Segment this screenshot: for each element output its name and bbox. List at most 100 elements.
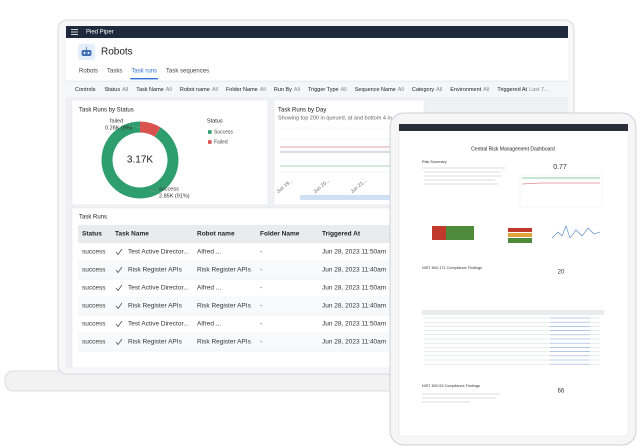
cell: Risk Register APIs — [197, 303, 252, 310]
filter-name[interactable]: Task Name — [136, 87, 164, 93]
filter-name[interactable]: Triggered At — [497, 87, 527, 93]
mini-table-header — [422, 310, 604, 315]
cell: - — [260, 267, 262, 274]
menu-icon[interactable] — [71, 29, 78, 35]
cell: success — [82, 303, 106, 310]
tab[interactable]: Task sequences — [166, 69, 209, 75]
filter-value[interactable]: All — [122, 87, 128, 93]
mini-table — [422, 310, 604, 365]
section-title: Risk Summary — [422, 160, 447, 164]
check-icon — [115, 284, 123, 292]
cell: - — [260, 249, 262, 256]
controls: Controls Status All Task Name All Robot name A… — [75, 87, 549, 93]
cell: Test Active Director... — [128, 285, 189, 292]
cell: Risk Register APIs — [197, 267, 252, 274]
callout-name: success — [159, 186, 179, 192]
callout-line — [129, 125, 142, 129]
filter-value[interactable]: All — [341, 87, 347, 93]
cell: - — [260, 285, 262, 292]
donut-slice — [139, 121, 161, 137]
mini-trend — [551, 225, 601, 239]
legend-label[interactable]: Success — [214, 129, 233, 135]
tablet-bar — [399, 124, 628, 131]
filter-name[interactable]: Run By — [274, 87, 292, 93]
app-name: Pied Piper — [86, 30, 114, 36]
callout-label: 0.28K (9%) — [105, 125, 133, 131]
legend-title: Status — [207, 118, 223, 124]
cell: Jun 28, 2023 11:50am — [322, 249, 386, 256]
check-icon — [115, 266, 123, 274]
check-icon — [115, 320, 123, 328]
cell: Alfred ... — [197, 285, 221, 292]
filter-value[interactable]: All — [398, 87, 404, 93]
check-icon — [115, 338, 123, 346]
tab-underline — [130, 78, 159, 80]
cell: Jun 28, 2023 11:50am — [322, 285, 386, 292]
row-bg — [78, 261, 422, 279]
filter-name[interactable]: Folder Name — [226, 87, 258, 93]
controls-label: Controls — [75, 87, 96, 93]
cell: - — [260, 303, 262, 310]
callout-label: 2.85K (91%) — [159, 193, 190, 199]
cell: Test Active Director... — [128, 249, 189, 256]
cell: Test Active Director... — [128, 321, 189, 328]
filter-name[interactable]: Environment — [450, 87, 481, 93]
range-slider[interactable] — [300, 195, 420, 200]
filter-value[interactable]: All — [294, 87, 300, 93]
column-header[interactable]: Folder Name — [260, 231, 300, 238]
column-header[interactable]: Triggered At — [322, 231, 361, 238]
dashboard-title: Central Risk Management Dashboard — [471, 146, 555, 152]
robot-icon — [81, 47, 92, 56]
filter-value[interactable]: All — [483, 87, 489, 93]
row-bg — [78, 297, 422, 315]
cell: Risk Register APIs — [197, 339, 252, 346]
cell: success — [82, 285, 106, 292]
callout-line — [149, 189, 157, 193]
cell: Risk Register APIs — [128, 267, 183, 274]
cell: Alfred ... — [197, 321, 221, 328]
cell: Risk Register APIs — [128, 339, 183, 346]
cell: Jun 28, 2023 11:40am — [322, 267, 386, 274]
check-icon — [115, 248, 123, 256]
column-header[interactable]: Task Name — [115, 231, 149, 238]
kpi: 20 — [558, 270, 565, 276]
filter-value[interactable]: All — [436, 87, 442, 93]
filter-name[interactable]: Trigger Type — [308, 87, 339, 93]
mini-bar-chart — [432, 226, 474, 240]
filter-value[interactable]: All — [260, 87, 266, 93]
table-header — [78, 225, 422, 243]
filter-name[interactable]: Status — [104, 87, 120, 93]
section-title: NIST 800-53 Compliance Findings — [422, 384, 480, 388]
filter-value[interactable]: All — [212, 87, 218, 93]
column-header[interactable]: Status — [82, 231, 102, 238]
tab[interactable]: Robots — [79, 69, 98, 75]
filter-name[interactable]: Sequence Name — [355, 87, 396, 93]
filter-name[interactable]: Category — [412, 87, 435, 93]
mini-column-chart — [508, 228, 532, 243]
panel-title: Task Runs by Day — [278, 108, 326, 114]
tab[interactable]: Tasks — [107, 69, 122, 75]
controls-bar — [66, 82, 568, 97]
cell: - — [260, 321, 262, 328]
table: Status Task Name Robot name Folder Name Trig… — [78, 231, 422, 352]
cell: Jun 28, 2023 11:50am — [322, 321, 386, 328]
tab-bar: Robots Tasks Task runs Task sequences — [79, 69, 209, 80]
filter-value[interactable]: All — [166, 87, 172, 93]
cell: - — [260, 339, 262, 346]
page-title: Robots — [101, 47, 133, 58]
panel-title: Task Runs by Status — [79, 108, 134, 114]
mini-line-chart — [519, 174, 603, 208]
kpi: 66 — [558, 389, 565, 395]
column-header[interactable]: Robot name — [197, 231, 235, 238]
filter-value[interactable]: Last 7... — [529, 87, 549, 93]
cell: Risk Register APIs — [128, 303, 183, 310]
row-bg — [78, 333, 422, 351]
tab[interactable]: Task runs — [131, 69, 157, 75]
app-bar — [66, 26, 568, 38]
legend: Success Failed — [208, 129, 233, 145]
kpi: 0.77 — [553, 164, 567, 171]
legend-label[interactable]: Failed — [214, 139, 228, 145]
callout-name: failed — [110, 118, 123, 124]
filter-name[interactable]: Robot name — [180, 87, 210, 93]
